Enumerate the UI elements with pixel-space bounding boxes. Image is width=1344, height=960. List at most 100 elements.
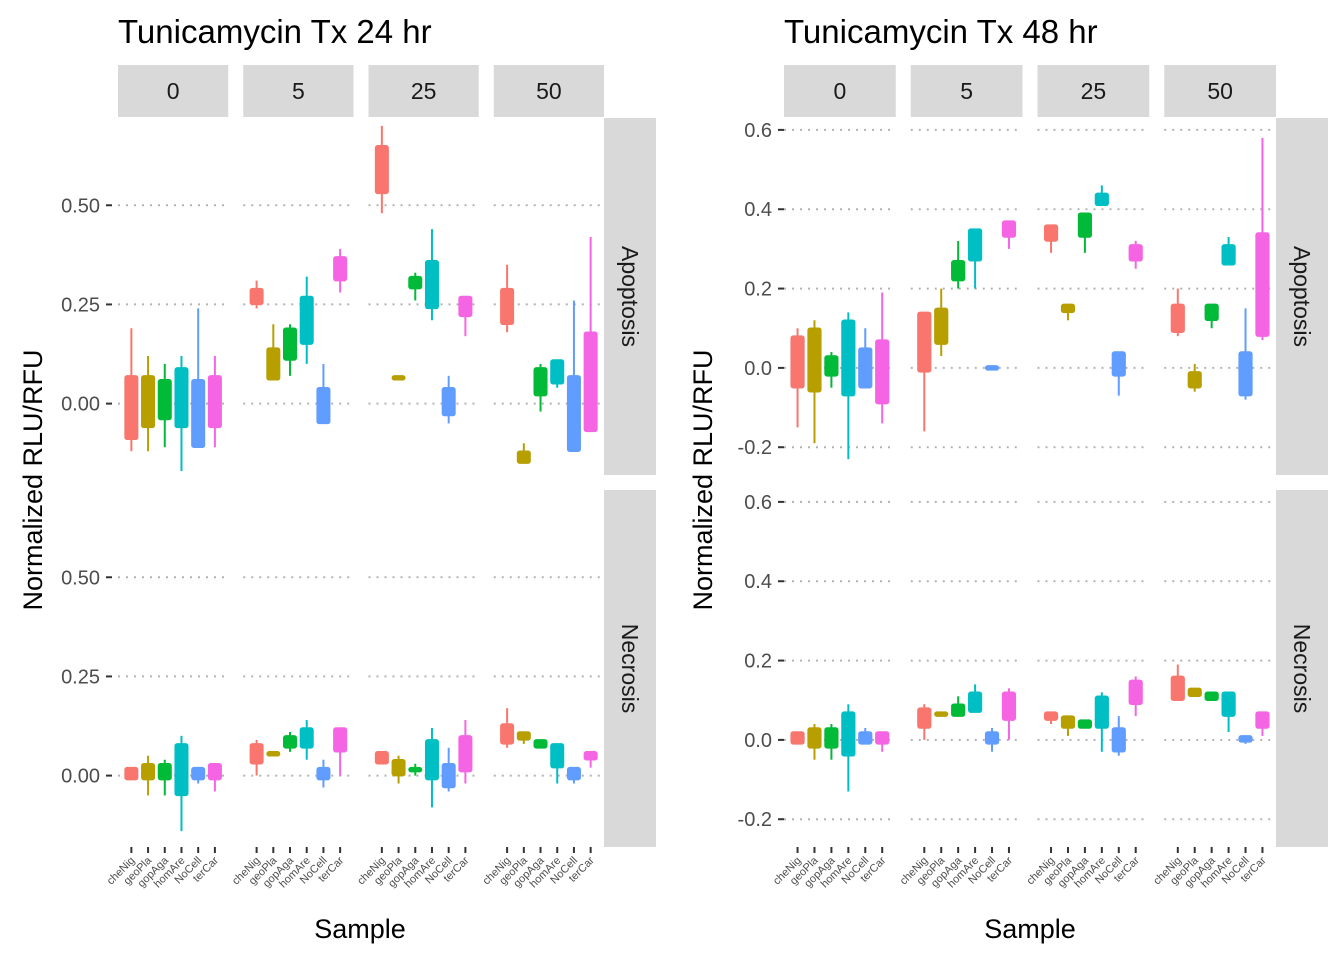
box-cheNig bbox=[1170, 675, 1185, 701]
box-terCar bbox=[1255, 711, 1270, 729]
y-tick-label: 0.2 bbox=[744, 279, 772, 301]
facet-strip-label: 25 bbox=[1081, 78, 1107, 104]
x-axis-title: Sample bbox=[314, 914, 406, 944]
facet-strip-25 bbox=[1037, 65, 1150, 117]
box-NoCell bbox=[566, 375, 581, 452]
box-homAre bbox=[174, 743, 189, 797]
y-tick-label: 0.4 bbox=[744, 571, 772, 593]
box-geoPla bbox=[516, 450, 531, 464]
facet-strip-label: 50 bbox=[1207, 78, 1233, 104]
box-geoPla bbox=[516, 731, 531, 741]
box-cheNig bbox=[500, 287, 515, 326]
box-NoCell bbox=[316, 386, 331, 425]
box-gopAga bbox=[408, 275, 423, 290]
y-tick-label: 0.50 bbox=[61, 567, 100, 589]
box-gopAga bbox=[951, 703, 966, 717]
box-NoCell bbox=[1111, 727, 1126, 753]
box-NoCell bbox=[1111, 351, 1126, 377]
box-terCar bbox=[1128, 244, 1143, 262]
box-cheNig bbox=[500, 723, 515, 745]
chart-title: Tunicamycin Tx 24 hr bbox=[118, 13, 432, 50]
box-geoPla bbox=[1187, 687, 1202, 698]
box-homAre bbox=[1221, 691, 1236, 717]
box-cheNig bbox=[790, 335, 805, 389]
box-terCar bbox=[1001, 220, 1017, 238]
box-NoCell bbox=[441, 762, 456, 789]
facet-strip-5 bbox=[910, 65, 1023, 117]
box-homAre bbox=[1221, 244, 1236, 266]
box-cheNig bbox=[374, 145, 389, 195]
box-geoPla bbox=[266, 347, 281, 381]
box-terCar bbox=[1001, 691, 1017, 721]
y-axis-title: Normalized RLU/RFU bbox=[688, 349, 718, 610]
box-terCar bbox=[1255, 232, 1270, 337]
y-axis-title: Normalized RLU/RFU bbox=[18, 349, 48, 610]
box-geoPla bbox=[391, 758, 406, 777]
box-terCar bbox=[207, 375, 222, 429]
y-tick-label: 0.0 bbox=[744, 358, 772, 380]
box-terCar bbox=[583, 751, 598, 761]
chart-title: Tunicamycin Tx 48 hr bbox=[784, 13, 1098, 50]
box-NoCell bbox=[984, 365, 1000, 371]
box-terCar bbox=[1128, 679, 1143, 705]
box-terCar bbox=[458, 295, 473, 318]
box-gopAga bbox=[533, 367, 548, 397]
y-tick-label: -0.2 bbox=[738, 437, 772, 459]
box-terCar bbox=[333, 256, 348, 282]
y-tick-label: 0.25 bbox=[61, 294, 100, 316]
box-homAre bbox=[424, 260, 439, 310]
box-homAre bbox=[1094, 695, 1109, 729]
y-tick-label: 0.2 bbox=[744, 651, 772, 673]
facet-strip-label: 25 bbox=[411, 78, 437, 104]
box-homAre bbox=[550, 743, 565, 769]
y-tick-label: 0.6 bbox=[744, 492, 772, 514]
box-terCar bbox=[583, 331, 598, 433]
box-homAre bbox=[841, 319, 856, 397]
box-terCar bbox=[875, 339, 890, 405]
box-cheNig bbox=[124, 375, 139, 441]
box-cheNig bbox=[917, 311, 932, 373]
box-gopAga bbox=[408, 766, 423, 773]
x-axis-title: Sample bbox=[984, 914, 1076, 944]
box-gopAga bbox=[157, 379, 172, 421]
box-cheNig bbox=[1043, 224, 1059, 242]
y-tick-label: 0.50 bbox=[61, 195, 100, 217]
y-tick-label: 0.00 bbox=[61, 394, 100, 416]
box-homAre bbox=[424, 739, 439, 781]
box-geoPla bbox=[1060, 715, 1076, 729]
box-geoPla bbox=[807, 327, 822, 393]
box-NoCell bbox=[1238, 735, 1253, 743]
y-tick-label: 0.0 bbox=[744, 730, 772, 752]
box-gopAga bbox=[157, 762, 172, 781]
box-geoPla bbox=[266, 751, 281, 757]
box-terCar bbox=[207, 762, 222, 781]
box-cheNig bbox=[790, 731, 805, 745]
box-homAre bbox=[299, 727, 314, 749]
box-gopAga bbox=[533, 739, 548, 749]
facet-strip-0 bbox=[118, 65, 229, 117]
y-tick-label: 0.6 bbox=[744, 120, 772, 142]
box-homAre bbox=[550, 359, 565, 385]
facet-strip-label: Apoptosis bbox=[1289, 246, 1315, 347]
facet-strip-necrosis bbox=[1276, 490, 1328, 847]
box-geoPla bbox=[1060, 303, 1076, 314]
box-NoCell bbox=[191, 379, 206, 448]
box-NoCell bbox=[858, 731, 873, 745]
box-terCar bbox=[458, 735, 473, 773]
box-homAre bbox=[1094, 192, 1109, 207]
box-terCar bbox=[333, 727, 348, 753]
facet-strip-apoptosis bbox=[1276, 118, 1328, 475]
box-homAre bbox=[299, 295, 314, 345]
box-cheNig bbox=[124, 766, 139, 781]
box-homAre bbox=[174, 367, 189, 429]
facet-strip-25 bbox=[368, 65, 479, 117]
box-cheNig bbox=[1170, 303, 1185, 333]
box-NoCell bbox=[566, 766, 581, 781]
y-tick-label: 0.25 bbox=[61, 666, 100, 688]
facet-strip-label: Necrosis bbox=[1289, 624, 1315, 713]
box-cheNig bbox=[917, 707, 932, 729]
y-tick-label: 0.4 bbox=[744, 199, 772, 221]
box-cheNig bbox=[374, 751, 389, 765]
box-gopAga bbox=[951, 260, 966, 282]
box-gopAga bbox=[283, 735, 298, 749]
